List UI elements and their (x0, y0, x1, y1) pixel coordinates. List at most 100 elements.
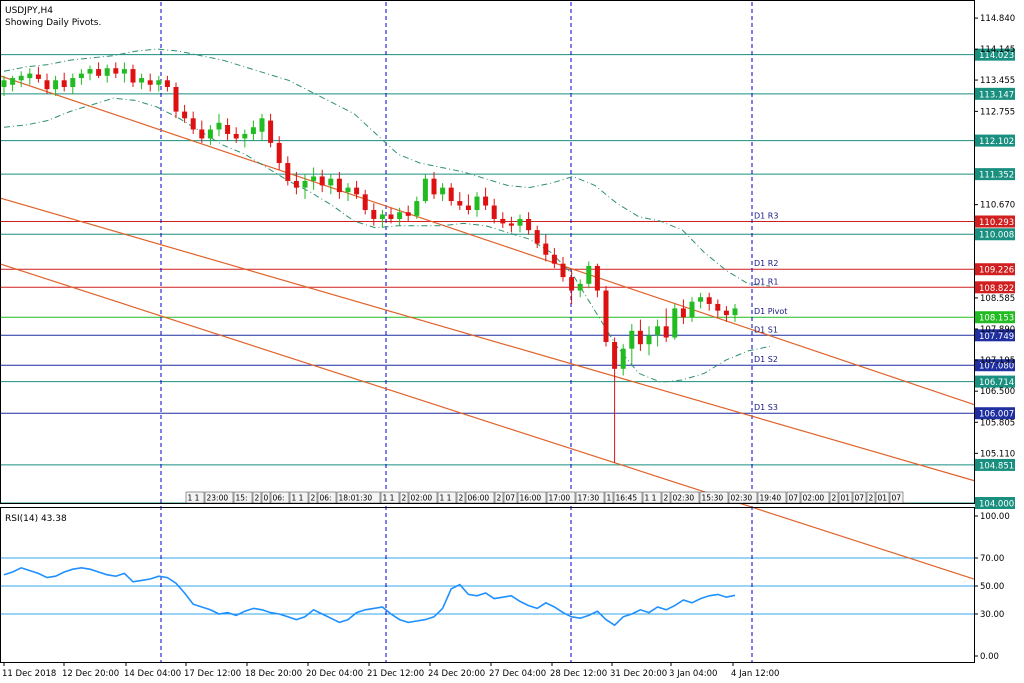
session-marker-label: 06: (320, 494, 332, 503)
y-tick-label: 108.585 (980, 294, 1015, 304)
x-tick-label: 4 Jan 12:00 (731, 669, 779, 679)
candle-body (655, 326, 661, 336)
candle-body (362, 194, 368, 211)
candle-body (207, 129, 213, 139)
candle-body (336, 178, 342, 193)
candle-body (216, 122, 222, 130)
price-tag (975, 263, 1015, 276)
candle-body (586, 265, 592, 284)
candle-body (130, 69, 136, 83)
candle-body (698, 297, 704, 302)
price-tag (975, 311, 1015, 324)
price-tag-label: 112.102 (979, 137, 1014, 147)
main-chart-frame (0, 0, 975, 504)
trend-line (0, 263, 975, 580)
price-tag (975, 407, 1015, 420)
price-tag (975, 375, 1015, 388)
vertical-grid-layer (160, 2, 753, 662)
candle-body (328, 178, 334, 186)
session-marker-label: 1 1 (188, 494, 200, 503)
candle-body (397, 212, 403, 219)
x-tick-label: 12 Dec 20:00 (62, 669, 119, 679)
price-tag (975, 281, 1015, 294)
y-tick-label: 107.195 (980, 356, 1015, 366)
price-tag (975, 228, 1015, 241)
candle-body (491, 205, 497, 219)
trend-line (0, 75, 975, 406)
x-tick-label: 31 Dec 20:00 (610, 669, 667, 679)
candle-body (164, 80, 170, 87)
pivot-label: D1 S2 (754, 355, 778, 364)
candle-body (534, 230, 540, 244)
candle-body (233, 133, 239, 139)
pivot-label: D1 R2 (754, 259, 778, 268)
candle-body (190, 118, 196, 130)
session-marker-label: 16:45 (616, 494, 638, 503)
rsi-y-tick-label: 30.00 (980, 610, 1004, 620)
session-marker-label: 1 1 (383, 494, 395, 503)
session-marker-label: 2 (311, 494, 316, 503)
session-marker-label: 15: (236, 494, 248, 503)
candle-body (526, 218, 532, 231)
candle-body (594, 265, 600, 291)
rsi-y-tick-label: 100.00 (980, 512, 1010, 522)
price-tag-label: 107.749 (979, 332, 1014, 342)
candle-body (448, 187, 454, 202)
y-tick-label: 107.890 (980, 325, 1015, 335)
candle-body (319, 176, 325, 186)
price-tag-label: 108.822 (979, 284, 1014, 294)
candle-body (500, 218, 506, 224)
candle-body (18, 75, 24, 81)
candle-body (405, 212, 411, 216)
price-tag (975, 497, 1015, 509)
candle-body (10, 78, 16, 85)
candle-layer (1, 62, 738, 463)
session-marker-label: 2 (869, 494, 874, 503)
candle-body (577, 283, 583, 291)
candle-body (259, 118, 265, 132)
candle-body (276, 142, 282, 164)
y-tick-label: 114.145 (980, 45, 1015, 55)
price-tag (975, 215, 1015, 228)
candle-body (1, 80, 7, 87)
candle-body (431, 178, 437, 195)
session-marker-label: 1 1 (292, 494, 304, 503)
candle-body (182, 111, 188, 119)
candle-body (70, 78, 76, 87)
pivot-label-layer: D1 R3 D1 R2 D1 R1 D1 Pivot D1 S1 D1 S2 D1 S3 (754, 212, 787, 413)
y-tick-label: 105.110 (980, 449, 1015, 459)
candle-body (27, 73, 33, 79)
candle-body (104, 68, 110, 76)
price-tag-label: 106.007 (979, 410, 1014, 420)
candle-body (414, 201, 420, 216)
price-tag (975, 134, 1015, 147)
x-tick-label: 3 Jan 04:00 (669, 669, 717, 679)
candle-body (121, 69, 127, 74)
candle-body (354, 187, 360, 195)
candle-body (35, 74, 41, 79)
candle-body (517, 218, 523, 226)
session-marker-label: 06:00 (468, 494, 490, 503)
price-tag-label: 111.352 (979, 171, 1014, 181)
session-marker-label: 1 1 (440, 494, 452, 503)
candle-body (569, 277, 575, 291)
price-tag-label: 109.226 (979, 266, 1014, 276)
price-tag-label: 107.080 (979, 362, 1014, 372)
y-tick-label: 112.755 (980, 107, 1015, 117)
candle-body (156, 80, 162, 85)
rsi-line (3, 566, 736, 627)
pivot-label: D1 R3 (754, 212, 778, 221)
candle-body (508, 223, 514, 226)
session-marker-label: 06: (273, 494, 285, 503)
candle-body (440, 187, 446, 195)
candle-body (371, 210, 377, 219)
rsi-title: RSI(14) 43.38 (5, 514, 67, 524)
candle-body (268, 120, 274, 143)
price-tag-label: 108.153 (979, 314, 1014, 324)
candle-body (457, 201, 463, 206)
x-tick-label: 17 Dec 12:00 (184, 669, 241, 679)
y-tick-label: 105.805 (980, 418, 1015, 428)
y-tick-label: 114.840 (980, 14, 1015, 24)
session-marker-label: 07 (506, 494, 516, 503)
